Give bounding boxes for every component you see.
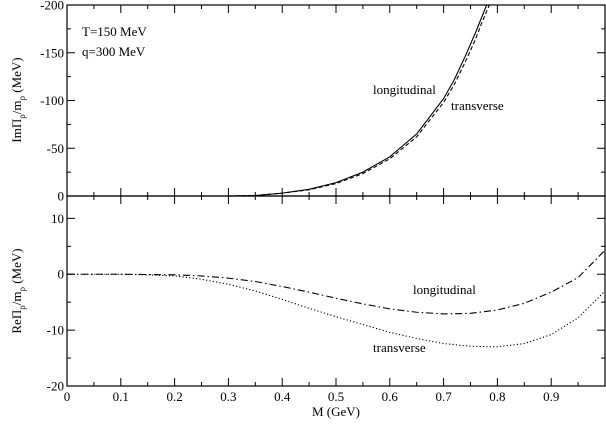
bottom-label-longitudinal: longitudinal [413,282,476,297]
x-tick-label: 0.8 [489,389,505,404]
x-axis-label: M (GeV) [312,404,360,419]
top-label-transverse: transverse [451,98,504,113]
top-plot-frame [66,4,606,197]
bottom-y-tick-label: -10 [47,323,64,338]
bottom-y-tick-label: 0 [58,267,65,282]
bottom-curves [67,249,605,348]
top-label-longitudinal: longitudinal [373,82,436,97]
bottom-y-tick-label: -20 [47,379,64,394]
x-tick-label: 0.5 [328,389,344,404]
top-series-longitudinal [228,5,488,196]
bottom-panel: -20 -10 0 10 0 0.1 0.2 0.3 0.4 0.5 0.6 0.7 0.8 0.9 lo… [9,195,606,419]
x-tick-label: 0.4 [274,389,291,404]
x-tick-label: 0 [64,389,71,404]
top-y-tick-label: -100 [40,93,64,108]
bottom-plot-frame [66,195,606,387]
x-tick-label: 0.9 [543,389,559,404]
top-panel: 0 -50 -100 -150 -200 T=150 MeV q=300 MeV lon… [9,0,606,204]
top-series-transverse [228,5,490,196]
bottom-series-longitudinal [67,249,605,315]
bottom-ticks: -20 -10 0 10 0 0.1 0.2 0.3 0.4 0.5 0.6 0.7 0.8 0.9 [47,196,606,404]
top-curves [228,5,490,196]
top-y-axis-label: ImΠρ/mρ (MeV) [9,57,27,142]
annotation-momentum: q=300 MeV [82,44,146,59]
x-tick-label: 0.7 [435,389,452,404]
top-y-tick-label: -50 [47,141,64,156]
bottom-series-transverse [67,273,605,348]
bottom-y-axis-label: ReΠρ/mρ (MeV) [9,248,27,333]
x-tick-label: 0.1 [113,389,129,404]
bottom-label-transverse: transverse [373,340,426,355]
annotation-temperature: T=150 MeV [82,24,147,39]
x-tick-label: 0.2 [166,389,182,404]
top-y-tick-label: 0 [58,189,65,204]
x-tick-label: 0.3 [220,389,236,404]
top-y-tick-label: -200 [40,0,64,13]
top-y-tick-label: -150 [40,45,64,60]
x-tick-label: 0.6 [382,389,399,404]
bottom-y-tick-label: 10 [51,211,64,226]
